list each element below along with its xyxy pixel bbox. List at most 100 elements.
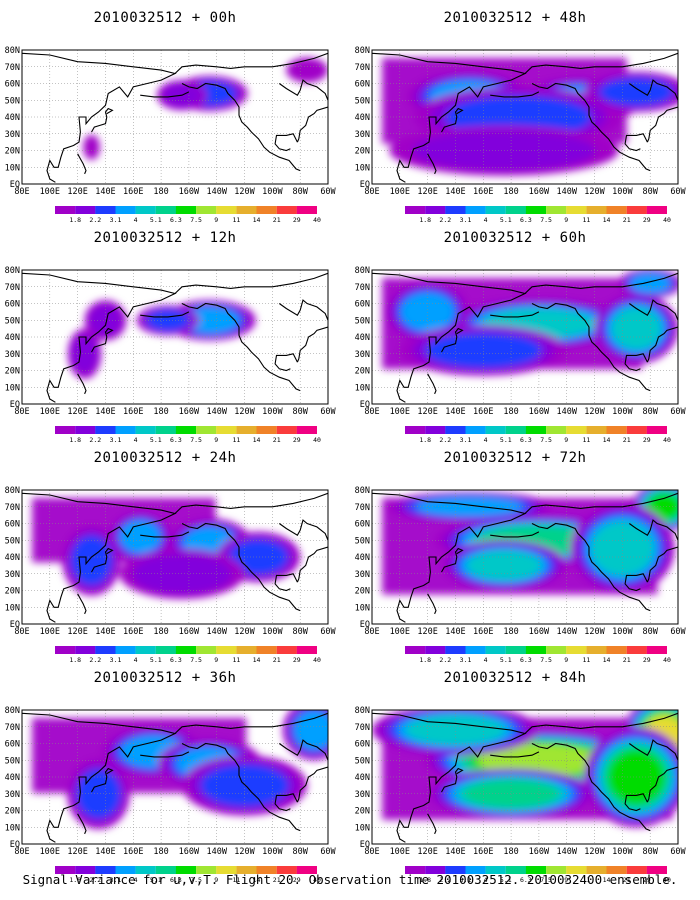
colorbar-swatch (75, 206, 96, 214)
colorbar-label: 21 (273, 436, 281, 444)
lat-tick-label: 70N (355, 63, 370, 73)
colorbar-swatch (646, 206, 667, 214)
lat-tick-label: 40N (5, 333, 20, 343)
colorbar-swatch (626, 206, 647, 214)
variance-map: EQ 10N 20N 30N 40N 50N 60N 70N 80N 80E 100E 120E 140… (5, 46, 337, 224)
colorbar-label: 21 (623, 876, 631, 884)
lon-tick-label: 160W (529, 187, 550, 197)
lon-tick-label: 160W (179, 407, 200, 417)
map-panel: 2010032512 + 36h EQ 10N 20N 30N 40N 50N 60N 70N 8… (0, 670, 337, 885)
colorbar-label: 7.5 (190, 656, 202, 664)
colorbar-label: 5.1 (500, 436, 512, 444)
lat-tick-label: 10N (355, 823, 370, 833)
colorbar-swatch (586, 206, 607, 214)
lat-tick-label: 10N (5, 163, 20, 173)
lat-tick-label: 10N (5, 383, 20, 393)
lon-tick-label: 100E (40, 187, 60, 197)
panel-title: 2010032512 + 36h (93, 670, 237, 686)
lat-tick-label: 10N (5, 823, 20, 833)
colorbar-swatch (296, 866, 317, 874)
colorbar-label: 1.8 (419, 656, 431, 664)
colorbar-label: 29 (643, 436, 651, 444)
colorbar-label: 6.3 (170, 656, 182, 664)
colorbar-swatch (505, 206, 526, 214)
colorbar-label: 11 (582, 876, 590, 884)
lon-tick-label: 80W (643, 187, 659, 197)
lon-tick-label: 100W (262, 407, 283, 417)
colorbar-label: 9 (214, 436, 218, 444)
colorbar-swatch (135, 646, 156, 654)
colorbar-swatch (445, 866, 466, 874)
lon-tick-label: 80W (643, 627, 659, 637)
lon-tick-label: 60W (320, 847, 336, 857)
colorbar-swatch (276, 866, 297, 874)
lat-tick-label: 20N (5, 587, 20, 597)
lon-tick-label: 160E (123, 407, 143, 417)
colorbar-label: 1.8 (69, 876, 81, 884)
lat-tick-label: 60N (5, 520, 20, 530)
colorbar-label: 29 (643, 876, 651, 884)
colorbar-label: 3.1 (460, 216, 472, 224)
variance-map: EQ 10N 20N 30N 40N 50N 60N 70N 80N 80E 100E 120E 140… (5, 486, 337, 664)
lon-tick-label: 120E (67, 627, 87, 637)
lon-tick-label: 160E (123, 187, 143, 197)
variance-map: EQ 10N 20N 30N 40N 50N 60N 70N 80N 80E 100E 120E 140… (5, 266, 337, 444)
map-panel: 2010032512 + 48h EQ 10N 20N 30N 40N 50N 60N 70N 8… (350, 10, 687, 225)
figure-caption: Signal Variance for u,v,T. Flight 20. Ob… (22, 872, 678, 887)
colorbar-swatch (525, 866, 547, 874)
lon-tick-label: 80W (293, 847, 309, 857)
lon-tick-label: 120E (67, 847, 87, 857)
lon-tick-label: 120W (234, 627, 255, 637)
lon-tick-label: 160E (473, 407, 493, 417)
lon-tick-label: 160W (179, 627, 200, 637)
lat-tick-label: 60N (5, 740, 20, 750)
lat-tick-label: 70N (355, 503, 370, 513)
lon-tick-label: 160W (529, 847, 550, 857)
lat-tick-label: 10N (355, 603, 370, 613)
colorbar-swatch (236, 866, 257, 874)
lon-tick-label: 80E (364, 187, 379, 197)
colorbar-label: 14 (253, 436, 261, 444)
lat-tick-label: 40N (355, 113, 370, 123)
colorbar-swatch (115, 206, 136, 214)
colorbar-swatch (216, 866, 237, 874)
colorbar-swatch (95, 866, 116, 874)
lon-tick-label: 160E (473, 847, 493, 857)
colorbar-swatch (465, 866, 486, 874)
lon-tick-label: 140W (206, 627, 227, 637)
lon-tick-label: 140E (95, 407, 115, 417)
colorbar-label: 9 (564, 436, 568, 444)
colorbar-swatch (296, 646, 317, 654)
lat-tick-label: EQ (360, 180, 370, 190)
colorbar-swatch (546, 206, 567, 214)
colorbar-swatch (196, 866, 217, 874)
lon-tick-label: 60W (670, 627, 686, 637)
lon-tick-label: 160W (179, 187, 200, 197)
colorbar-label: 1.8 (69, 216, 81, 224)
colorbar-label: 6.3 (170, 216, 182, 224)
colorbar-label: 14 (603, 216, 611, 224)
colorbar-label: 2.2 (439, 656, 451, 664)
lon-tick-label: 80E (14, 407, 29, 417)
lon-tick-label: 140W (206, 847, 227, 857)
colorbar-swatch (425, 866, 446, 874)
colorbar-swatch (55, 426, 76, 434)
colorbar-swatch (115, 426, 136, 434)
lon-tick-label: 160W (529, 407, 550, 417)
colorbar-label: 9 (564, 656, 568, 664)
lon-tick-label: 180 (503, 627, 518, 637)
colorbar-label: 14 (253, 216, 261, 224)
colorbar-label: 3.1 (110, 216, 122, 224)
colorbar-swatch (525, 426, 547, 434)
variance-map: EQ 10N 20N 30N 40N 50N 60N 70N 80N 80E 100E 120E 140… (355, 266, 687, 444)
lon-tick-label: 120W (234, 847, 255, 857)
panel-title: 2010032512 + 24h (93, 450, 237, 466)
colorbar-label: 11 (582, 436, 590, 444)
colorbar-swatch (505, 426, 526, 434)
lon-tick-label: 180 (503, 847, 518, 857)
map-panel: 2010032512 + 72h EQ 10N 20N 30N 40N 50N 60N 70N 8… (350, 450, 687, 665)
lon-tick-label: 80W (643, 847, 659, 857)
colorbar-swatch (505, 646, 526, 654)
colorbar-swatch (465, 646, 486, 654)
colorbar-label: 6.3 (520, 876, 532, 884)
